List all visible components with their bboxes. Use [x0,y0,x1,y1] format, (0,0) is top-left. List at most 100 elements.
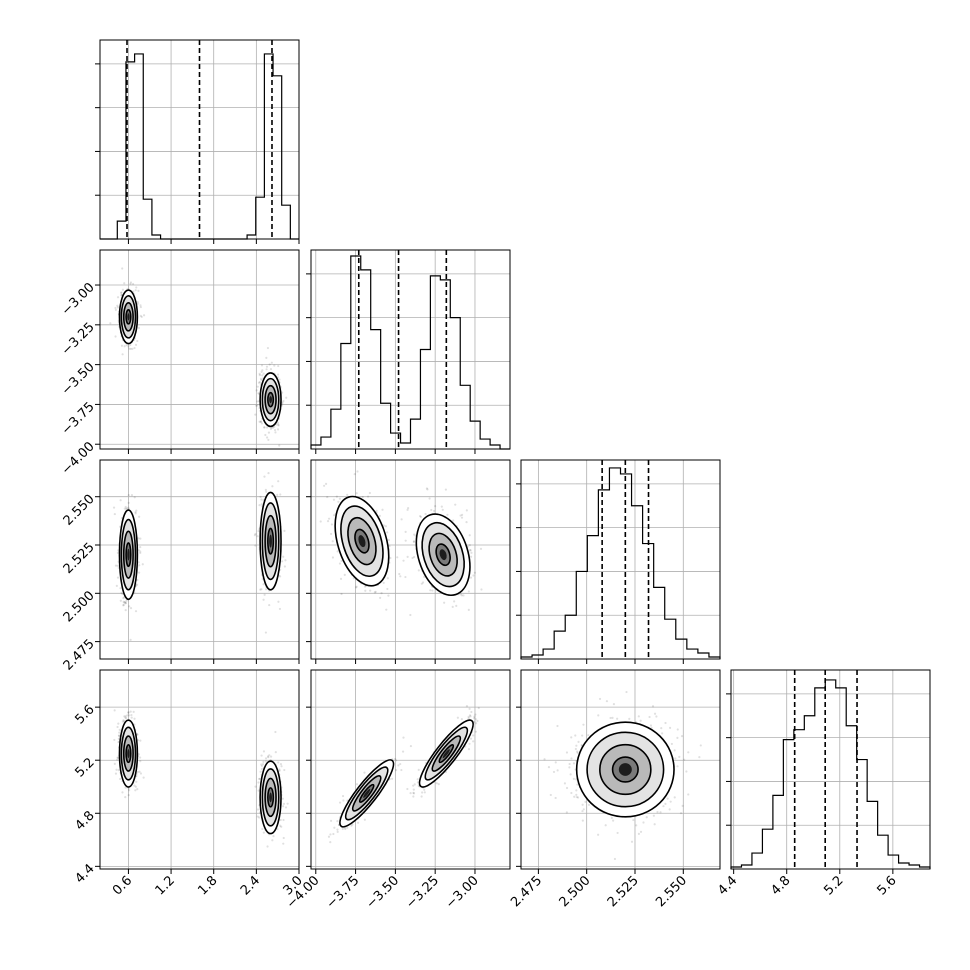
density-group [113,709,289,848]
sample-point [257,392,260,395]
sample-point [664,802,667,805]
sample-point [573,795,576,798]
sample-point [123,282,126,285]
sample-point [120,591,123,595]
sample-point [259,420,263,423]
sample-point [386,587,389,591]
sample-point [127,493,130,497]
sample-point [582,808,585,811]
sample-point [661,732,664,735]
sample-point [554,796,557,800]
sample-point [467,608,470,611]
sample-point [412,540,415,544]
sample-point [666,797,669,800]
sample-point [130,494,134,497]
sample-point [568,766,571,769]
sample-point [262,583,265,586]
contour-line [259,491,282,591]
sample-point [332,832,335,836]
sample-point [120,291,123,295]
sample-point [118,728,121,731]
sample-point [343,573,346,576]
sample-point [116,564,119,567]
sample-point [253,534,257,537]
contour-line [122,530,134,579]
sample-point [121,288,125,291]
sample-point [127,501,130,504]
scatter-panel-frame [99,459,300,660]
sample-point [581,803,584,806]
sample-point [451,605,454,608]
contour-line [118,719,139,788]
sample-point [587,803,591,806]
sample-point [270,361,273,364]
sample-point [271,839,274,842]
x-tick-label: −3.50 [363,873,402,912]
x-tick-label: 4.4 [715,873,740,898]
sample-point [432,509,436,513]
sample-point [264,433,267,437]
sample-point [137,289,140,292]
sample-point [273,364,276,367]
sample-point [581,809,584,813]
sample-point [116,304,119,307]
y-tick-label: 4.8 [72,808,97,833]
sample-point [136,300,139,304]
sample-point [664,721,667,725]
sample-point [381,508,384,511]
sample-point [412,784,415,787]
sample-point [468,544,471,547]
sample-point [404,575,407,579]
sample-point [262,760,265,763]
sample-point [685,770,688,773]
sample-point [420,795,423,798]
sample-point [353,473,356,476]
sample-point [138,770,141,773]
sample-point [116,725,119,729]
sample-point [394,757,397,761]
sample-point [472,734,475,737]
sample-point [259,495,262,498]
sample-point [612,703,616,706]
density-group [109,267,288,447]
sample-point [278,607,282,611]
x-tick-label: −3.75 [324,873,363,912]
sample-point [630,840,634,843]
sample-point [277,600,280,603]
sample-point [124,600,127,604]
sample-point [267,438,270,441]
sample-point [266,346,270,350]
sample-point [412,795,415,798]
x-tick-label: −3.00 [443,873,482,912]
sample-point [459,514,462,517]
sample-point [454,503,457,506]
sample-point [283,768,286,772]
sample-point [123,507,126,510]
sample-point [140,315,143,319]
sample-point [125,717,128,720]
y-tick-label: 4.4 [72,861,97,886]
sample-point [331,540,334,543]
sample-point [119,599,122,602]
sample-point [679,812,683,815]
sample-point [394,769,398,772]
sample-point [441,508,444,511]
sample-point [139,756,142,759]
sample-point [258,420,261,423]
sample-point [128,605,131,608]
sample-point [119,499,122,502]
sample-point [611,716,614,719]
sample-point [127,711,130,714]
density-core [127,548,130,561]
sample-point [278,769,281,772]
sample-point [659,811,662,814]
sample-point [572,762,576,765]
sample-point [257,781,260,784]
sample-point [139,305,142,309]
sample-point [470,710,473,714]
sample-point [259,588,262,591]
sample-point [576,783,579,786]
sample-point [668,726,672,729]
sample-point [549,793,552,797]
sample-point [263,593,266,596]
